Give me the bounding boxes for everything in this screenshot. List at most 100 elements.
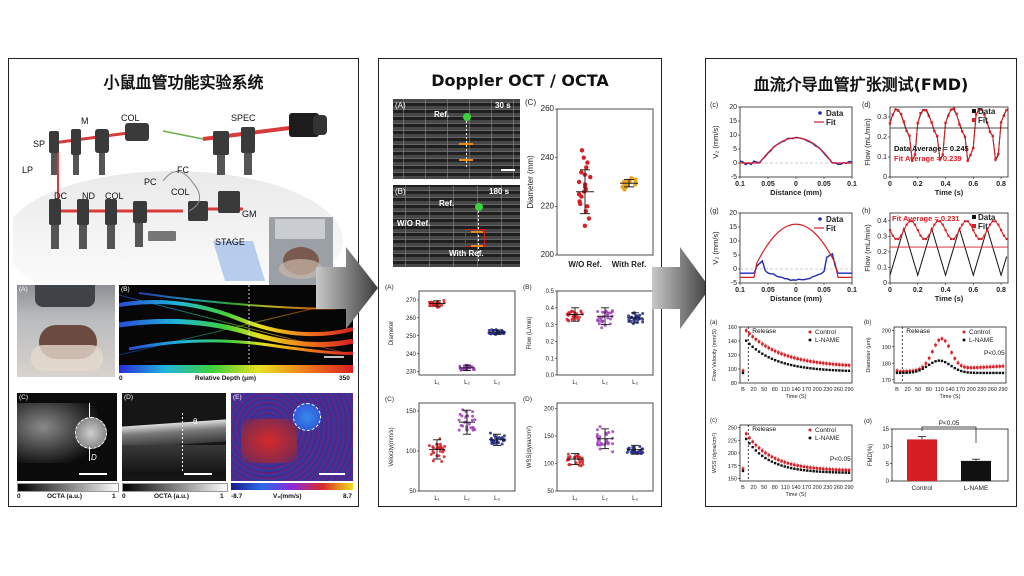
x-tick-label: W/O Ref.	[568, 260, 601, 269]
control-point	[773, 349, 777, 353]
chart-fmd-flow-1: 0 0.1 0.2 0.3 Flow (mL/min) (d) 0 0.2 0.4 0.6 0.8 T…	[862, 102, 1009, 197]
data-point	[565, 317, 569, 321]
fit-point	[958, 123, 961, 126]
lname-point	[777, 360, 780, 363]
x-tick-label: L₂	[602, 496, 608, 502]
plot-frame	[418, 290, 516, 376]
x-tick-label: 200	[813, 387, 822, 393]
plot-frame	[556, 108, 654, 256]
data-point	[431, 449, 435, 453]
y-tick-label: 20	[729, 104, 737, 111]
bar	[907, 439, 937, 481]
data-point	[606, 316, 610, 320]
y-tick-label: -5	[731, 174, 737, 181]
x-tick-label: 0.4	[941, 181, 951, 188]
y-tick-label: 150	[544, 434, 555, 440]
fit-point	[894, 237, 897, 241]
x-tick-label: L₃	[494, 496, 500, 502]
flow-arrow-2	[652, 247, 710, 329]
data-point	[437, 454, 441, 458]
legend-lname-label: L-NAME	[815, 337, 840, 344]
lname-point	[751, 445, 754, 449]
y-tick-label: 200	[728, 451, 737, 457]
control-point	[940, 337, 944, 340]
data-point	[430, 300, 434, 304]
x-tick-label: 0.2	[913, 181, 923, 188]
lname-point	[809, 367, 812, 370]
img-b-ref: Ref.	[439, 199, 455, 208]
lname-point	[780, 464, 783, 467]
x-tick-label: With Ref.	[612, 260, 647, 269]
lname-point	[828, 470, 831, 474]
y-tick-label: 100	[406, 449, 417, 455]
fit-point	[911, 159, 914, 162]
data-point	[427, 300, 431, 304]
y-tick-label: 260	[541, 104, 555, 113]
x-tick-label: 290	[844, 485, 853, 491]
control-point	[780, 459, 783, 463]
legend-control-label: Control	[969, 329, 991, 336]
data-point	[596, 319, 600, 323]
fit-point	[960, 130, 964, 133]
fit-point	[922, 108, 925, 112]
control-point	[799, 464, 803, 468]
fit-point	[980, 108, 983, 111]
c-colorbar-label: OCTA (a.u.)	[47, 493, 83, 500]
x-tick-label: 260	[834, 387, 843, 393]
legend-fit-label: Fit	[978, 116, 988, 125]
legend-data-marker	[818, 111, 822, 115]
fit-point	[983, 113, 986, 116]
fit-point	[919, 112, 922, 115]
lname-point	[796, 365, 799, 368]
d-colorbar-min: 0	[122, 493, 126, 500]
data-point	[577, 315, 581, 319]
fit-point	[1002, 234, 1005, 237]
x-tick-label: 110	[781, 485, 790, 491]
fit-point	[897, 109, 900, 112]
data-point	[585, 204, 590, 209]
y-axis-label: Diameter	[389, 321, 395, 345]
flow-arrow-1	[316, 247, 378, 329]
control-point	[754, 337, 758, 341]
data-point	[471, 414, 475, 418]
x-tick-label: B	[741, 387, 745, 393]
x-tick-label: 0.1	[735, 181, 745, 188]
panel-label: (C)	[525, 98, 536, 107]
fit-point	[969, 153, 972, 157]
fit-point	[963, 135, 967, 138]
fit-point	[985, 121, 989, 124]
fit-point	[977, 107, 981, 111]
x-tick-label: 0.05	[761, 287, 775, 294]
doppler-velocity-e	[231, 393, 353, 481]
fit-point	[963, 220, 967, 223]
control-point	[789, 355, 793, 359]
lname-point	[745, 339, 748, 342]
legend-lname-marker	[808, 436, 812, 440]
data-point	[598, 443, 602, 447]
x-tick-label: 0	[888, 287, 892, 294]
legend-control-marker	[808, 428, 812, 432]
x-tick-label: 0	[888, 181, 892, 188]
data-point	[633, 177, 638, 182]
lname-point	[905, 371, 908, 374]
control-point	[754, 443, 758, 447]
lname-point	[748, 442, 751, 445]
data-point	[473, 428, 477, 432]
y-tick-label: 0.2	[546, 340, 555, 346]
d-colorbar-label: OCTA (a.u.)	[154, 493, 190, 500]
data-point	[595, 432, 599, 436]
e-colorbar-label: V₂(mm/s)	[273, 493, 302, 500]
data-point	[578, 201, 583, 207]
fit-point	[997, 152, 1000, 156]
data-point	[600, 326, 604, 330]
panel-label: (C)	[385, 396, 394, 403]
control-point	[764, 344, 767, 348]
lname-point	[956, 368, 960, 371]
y-axis-label: V₂ (mm/s)	[711, 125, 720, 159]
data-point	[438, 442, 442, 446]
lname-point	[937, 359, 940, 362]
x-axis-label: Time (s)	[935, 294, 964, 303]
y-tick-label: 0.2	[877, 134, 887, 141]
data-point	[467, 422, 471, 426]
